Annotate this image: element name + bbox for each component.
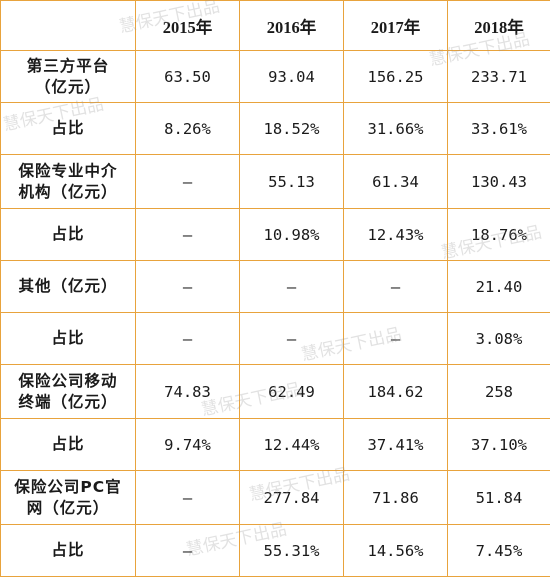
row-label: 占比 — [1, 525, 136, 577]
table-cell: 18.76% — [448, 209, 550, 261]
table-cell: 55.13 — [240, 155, 344, 209]
table-cell: 258 — [448, 365, 550, 419]
table-cell: 9.74% — [136, 419, 240, 471]
row-label: 保险公司PC官 网（亿元） — [1, 471, 136, 525]
table-cell: — — [240, 313, 344, 365]
table-cell: 21.40 — [448, 261, 550, 313]
table-cell: 14.56% — [344, 525, 448, 577]
table-cell: 277.84 — [240, 471, 344, 525]
table-row: 保险公司PC官 网（亿元） — 277.84 71.86 51.84 — [1, 471, 550, 525]
table-row: 保险公司移动 终端（亿元） 74.83 62.49 184.62 258 — [1, 365, 550, 419]
table-cell: 8.26% — [136, 103, 240, 155]
table-cell: 3.08% — [448, 313, 550, 365]
table-cell: 31.66% — [344, 103, 448, 155]
table-cell: — — [240, 261, 344, 313]
table-cell: — — [136, 155, 240, 209]
table-cell: 93.04 — [240, 51, 344, 103]
table-cell: — — [344, 313, 448, 365]
row-label: 占比 — [1, 419, 136, 471]
table-cell: 63.50 — [136, 51, 240, 103]
row-label: 保险公司移动 终端（亿元） — [1, 365, 136, 419]
row-label: 第三方平台 （亿元） — [1, 51, 136, 103]
table-cell: — — [136, 209, 240, 261]
table-row: 占比 — 55.31% 14.56% 7.45% — [1, 525, 550, 577]
table-row: 第三方平台 （亿元） 63.50 93.04 156.25 233.71 — [1, 51, 550, 103]
table-cell: 233.71 — [448, 51, 550, 103]
row-label: 其他（亿元） — [1, 261, 136, 313]
table-cell: — — [136, 261, 240, 313]
table-cell: 18.52% — [240, 103, 344, 155]
table-cell: 51.84 — [448, 471, 550, 525]
table-row: 保险专业中介 机构（亿元） — 55.13 61.34 130.43 — [1, 155, 550, 209]
header-cell-2017: 2017年 — [344, 1, 448, 51]
table-row: 占比 8.26% 18.52% 31.66% 33.61% — [1, 103, 550, 155]
table-row: 占比 — — — 3.08% — [1, 313, 550, 365]
table-cell: — — [136, 313, 240, 365]
table-cell: 12.44% — [240, 419, 344, 471]
header-cell-2016: 2016年 — [240, 1, 344, 51]
row-label: 占比 — [1, 103, 136, 155]
table-cell: 61.34 — [344, 155, 448, 209]
table-cell: 7.45% — [448, 525, 550, 577]
table-cell: 62.49 — [240, 365, 344, 419]
table-cell: 71.86 — [344, 471, 448, 525]
table-row: 其他（亿元） — — — 21.40 — [1, 261, 550, 313]
header-cell-2018: 2018年 — [448, 1, 550, 51]
table-cell: — — [136, 525, 240, 577]
header-cell-2015: 2015年 — [136, 1, 240, 51]
table-cell: 12.43% — [344, 209, 448, 261]
header-row: 2015年 2016年 2017年 2018年 — [1, 1, 550, 51]
table-cell: 37.41% — [344, 419, 448, 471]
table-row: 占比 9.74% 12.44% 37.41% 37.10% — [1, 419, 550, 471]
row-label: 保险专业中介 机构（亿元） — [1, 155, 136, 209]
table-cell: 10.98% — [240, 209, 344, 261]
table-cell: 33.61% — [448, 103, 550, 155]
table-cell: 55.31% — [240, 525, 344, 577]
table-cell: — — [344, 261, 448, 313]
table-cell: 37.10% — [448, 419, 550, 471]
header-cell-empty — [1, 1, 136, 51]
table-row: 占比 — 10.98% 12.43% 18.76% — [1, 209, 550, 261]
table-cell: 156.25 — [344, 51, 448, 103]
table-cell: 74.83 — [136, 365, 240, 419]
table-cell: — — [136, 471, 240, 525]
table-cell: 130.43 — [448, 155, 550, 209]
row-label: 占比 — [1, 209, 136, 261]
table-cell: 184.62 — [344, 365, 448, 419]
row-label: 占比 — [1, 313, 136, 365]
